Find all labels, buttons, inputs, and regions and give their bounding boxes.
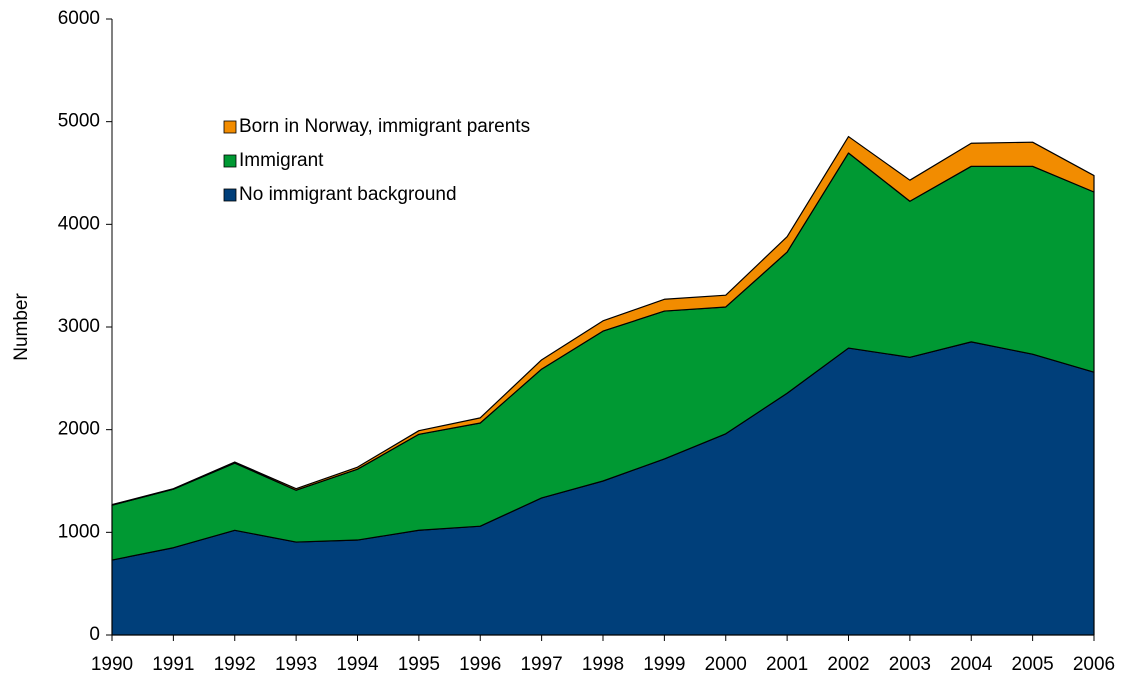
x-tick-label: 2002 — [827, 654, 869, 675]
x-tick-label: 1998 — [582, 654, 624, 675]
x-tick-label: 2006 — [1073, 654, 1115, 675]
area — [111, 135, 1095, 506]
y-axis-label: Number — [11, 293, 32, 361]
legend-swatch — [223, 120, 237, 134]
y-tick-label: 5000 — [58, 111, 100, 132]
legend-label: Born in Norway, immigrant parents — [239, 116, 530, 137]
legend-swatch — [223, 188, 237, 202]
y-tick-label: 2000 — [58, 419, 100, 440]
x-tick-label: 1999 — [643, 654, 685, 675]
x-tick-label: 2003 — [889, 654, 931, 675]
x-tick-label: 1990 — [91, 654, 133, 675]
x-tick-label: 2005 — [1011, 654, 1053, 675]
y-tick-label: 0 — [89, 624, 100, 645]
x-tick-label: 1993 — [275, 654, 317, 675]
x-tick-label: 1997 — [520, 654, 562, 675]
x-tick-label: 1994 — [336, 654, 379, 675]
legend-label: No immigrant background — [239, 184, 457, 205]
x-tick-label: 2000 — [705, 654, 747, 675]
x-tick-label: 2004 — [950, 654, 993, 675]
legend-swatch — [223, 154, 237, 168]
x-tick-label: 2001 — [766, 654, 808, 675]
y-tick-label: 1000 — [58, 521, 100, 542]
x-tick-label: 1996 — [459, 654, 501, 675]
x-tick-label: 1992 — [214, 654, 256, 675]
y-tick-label: 4000 — [58, 213, 100, 234]
x-tick-label: 1995 — [398, 654, 440, 675]
x-tick-label: 1991 — [152, 654, 194, 675]
legend-label: Immigrant — [239, 150, 324, 171]
y-tick-label: 6000 — [58, 8, 100, 29]
y-tick-label: 3000 — [58, 316, 100, 337]
